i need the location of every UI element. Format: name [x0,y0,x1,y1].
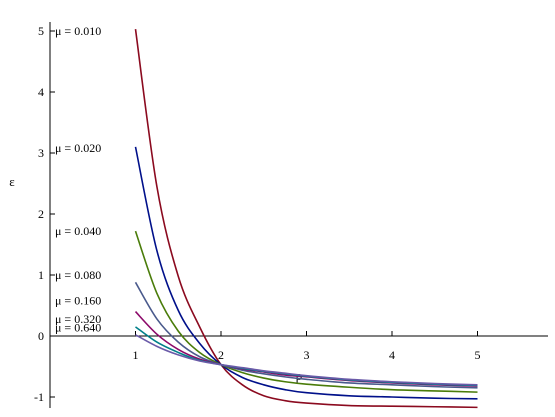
origin-tick-label: 0 [38,329,44,343]
x-tick-label: 5 [475,348,481,362]
series-line-2 [134,230,478,393]
series-line-6 [135,334,478,386]
y-tick-label: 3 [38,146,44,160]
y-tick-label: 5 [38,24,44,38]
y-axis-label: ε [9,174,15,189]
series-line-0 [134,29,478,409]
axes: ρ ε 0 [9,22,548,408]
series-labels: μ = 0.010 μ = 0.020 μ = 0.040 μ = 0.080 μ = … [55,24,101,334]
series-label-0: μ = 0.010 [55,24,101,38]
y-tick-label: 4 [38,85,44,99]
x-tick-label: 4 [389,348,395,362]
ticks: 1 2 3 4 5 -1 1 2 3 4 5 [34,24,481,404]
x-tick-label: 3 [304,348,310,362]
series-label-3: μ = 0.080 [55,268,101,282]
y-tick-label: 1 [38,268,44,282]
x-tick-label: 2 [218,348,224,362]
series-line-3 [134,281,478,389]
series-label-6: μ = 0.640 [55,320,101,334]
series-lines [134,29,478,409]
y-tick-label: -1 [34,390,44,404]
series-label-2: μ = 0.040 [55,224,101,238]
series-label-4: μ = 0.160 [55,294,101,308]
series-line-1 [134,146,478,400]
series-label-1: μ = 0.020 [55,141,101,155]
y-tick-label: 2 [38,207,44,221]
x-tick-label: 1 [133,348,139,362]
series-label-5: μ = 0.320 [55,312,101,326]
